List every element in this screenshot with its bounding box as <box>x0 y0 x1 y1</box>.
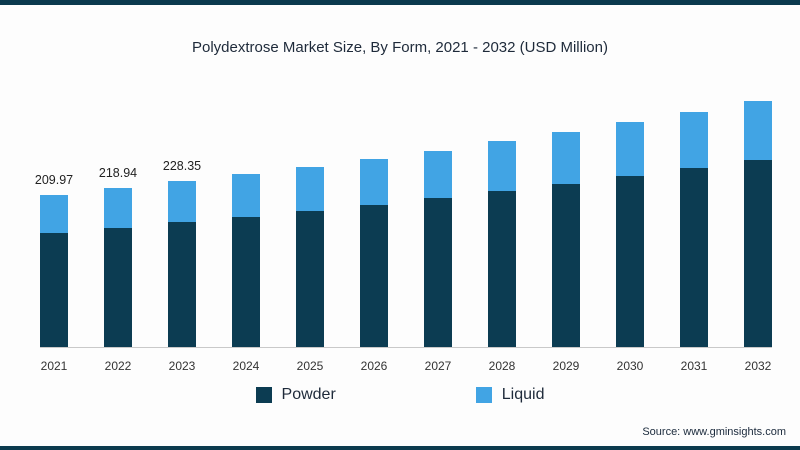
bar-segment-powder <box>232 216 260 347</box>
legend-item-liquid: Liquid <box>475 386 545 404</box>
bar-column: 2024 <box>232 95 260 373</box>
legend: Powder Liquid <box>0 386 800 404</box>
bar-segment-liquid <box>296 166 324 211</box>
bar-column: 2030 <box>616 95 644 373</box>
bar-column: 2029 <box>552 95 580 373</box>
source-attribution: Source: www.gminsights.com <box>642 426 786 438</box>
bar-segment-liquid <box>680 111 708 169</box>
x-axis-label: 2027 <box>424 359 452 373</box>
x-axis-label: 2026 <box>360 359 388 373</box>
x-axis-label: 2032 <box>744 359 772 373</box>
bar-segment-liquid <box>232 174 260 217</box>
bar-segment-powder <box>168 222 196 347</box>
bar-value-label: 218.94 <box>98 166 138 181</box>
bar-segment-liquid <box>104 188 132 228</box>
bar-segment-powder <box>360 204 388 347</box>
legend-item-powder: Powder <box>255 386 336 404</box>
bar-segment-powder <box>616 176 644 347</box>
bar-column: 209.97 2021 <box>35 95 73 373</box>
liquid-swatch <box>475 387 492 403</box>
x-axis-label: 2022 <box>104 359 132 373</box>
bar-segment-powder <box>40 232 68 347</box>
bar-column: 2028 <box>488 95 516 373</box>
bar-column: 2031 <box>680 95 708 373</box>
bar-column: 2027 <box>424 95 452 373</box>
bar-segment-powder <box>680 168 708 347</box>
bar-segment-liquid <box>360 158 388 205</box>
bar-segment-powder <box>744 159 772 347</box>
bar-column: 2025 <box>296 95 324 373</box>
bar-segment-liquid <box>488 141 516 192</box>
legend-label-liquid: Liquid <box>501 386 545 403</box>
x-axis-label: 2031 <box>680 359 708 373</box>
bar-segment-powder <box>104 227 132 347</box>
bar-segment-powder <box>552 183 580 347</box>
legend-label-powder: Powder <box>281 386 336 403</box>
x-axis-label: 2030 <box>616 359 644 373</box>
plot-area: 209.97 2021 218.94 2022 228.35 2023 2024 2025 20… <box>35 95 772 373</box>
bar-segment-liquid <box>40 194 68 233</box>
x-axis-label: 2029 <box>552 359 580 373</box>
bar-value-label: 228.35 <box>162 159 202 174</box>
bar-segment-powder <box>296 210 324 347</box>
bar-segment-liquid <box>168 181 196 223</box>
bar-column: 2026 <box>360 95 388 373</box>
bar-value-label: 209.97 <box>34 172 74 187</box>
x-axis-label: 2021 <box>40 359 68 373</box>
bar-column: 218.94 2022 <box>99 95 137 373</box>
chart-title: Polydextrose Market Size, By Form, 2021 … <box>192 39 608 56</box>
bar-segment-powder <box>424 198 452 347</box>
x-axis-label: 2025 <box>296 359 324 373</box>
bar-segment-liquid <box>616 122 644 177</box>
x-axis-label: 2023 <box>168 359 196 373</box>
bar-segment-liquid <box>424 150 452 199</box>
bar-segment-powder <box>488 191 516 347</box>
x-axis-label: 2028 <box>488 359 516 373</box>
bar-column: 228.35 2023 <box>163 95 201 373</box>
powder-swatch <box>255 387 272 403</box>
bar-segment-liquid <box>744 100 772 160</box>
bar-column: 2032 <box>744 95 772 373</box>
x-axis-label: 2024 <box>232 359 260 373</box>
bar-segment-liquid <box>552 132 580 184</box>
